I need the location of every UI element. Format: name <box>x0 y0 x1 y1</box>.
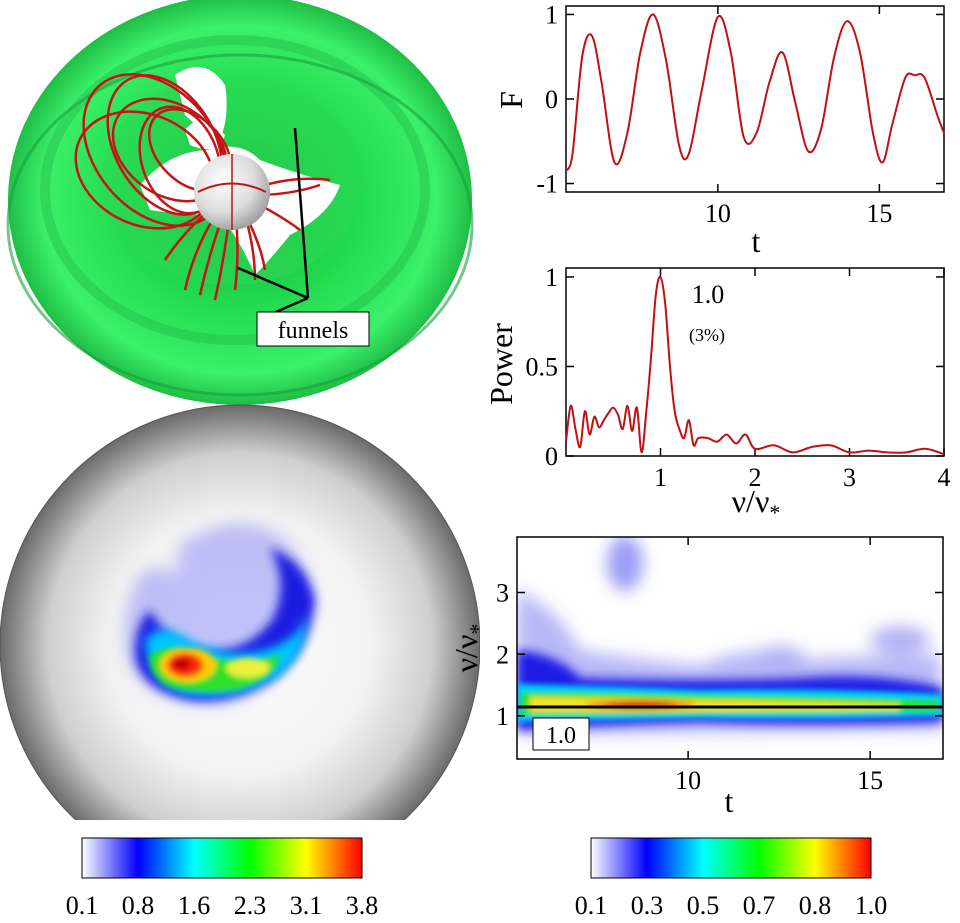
wavelet-ytick-label: 2 <box>496 640 509 669</box>
wavelet-xlabel: t <box>725 783 734 819</box>
wavelet-ytick-label: 1 <box>496 702 509 731</box>
disk-render: funnels <box>6 0 474 405</box>
colorbar-right <box>590 837 872 879</box>
colorbar-tick-label: 1.6 <box>178 891 211 920</box>
peak-percent-label: (3%) <box>689 325 725 346</box>
colorbar-tick-label: 0.1 <box>575 891 608 920</box>
colorbar-tick-label: 3.8 <box>346 891 379 920</box>
flux-ylabel: F <box>493 91 529 109</box>
colorbar-tick-label: 0.8 <box>122 891 155 920</box>
flux-xtick-label: 15 <box>866 199 892 228</box>
flux-ytick-label: 0 <box>545 85 558 114</box>
flux-ytick-label: 1 <box>545 1 558 30</box>
colorbar-tick-label: 0.1 <box>66 891 99 920</box>
power-xtick-label: 1 <box>654 463 667 492</box>
flux-xtick-label: 10 <box>705 199 731 228</box>
power-xtick-label: 2 <box>749 463 762 492</box>
power-plot-area <box>565 267 945 457</box>
wavelet-xtick-label: 10 <box>675 766 701 795</box>
flux-ytick-label: -1 <box>536 170 558 199</box>
flux-series-line <box>565 13 945 172</box>
colorbar-left <box>81 837 363 879</box>
colorbar-tick-label: 3.1 <box>290 891 323 920</box>
ridge-value-label: 1.0 <box>546 723 576 749</box>
colorbar-tick-label: 2.3 <box>234 891 267 920</box>
power-ytick-label: 1 <box>545 263 558 292</box>
power-ytick-label: 0 <box>545 442 558 471</box>
hotspot-render <box>0 404 480 820</box>
wavelet-ytick-label: 3 <box>496 579 509 608</box>
wavelet-heatmap <box>517 537 943 735</box>
power-xtick-label: 4 <box>938 463 951 492</box>
ridge-value-box <box>532 717 590 751</box>
flux-chart: t F 10 15 -1 0 1 <box>493 1 945 259</box>
flux-plot-area <box>565 5 945 193</box>
colorbar-tick-label: 0.7 <box>743 891 776 920</box>
power-ytick-label: 0.5 <box>526 353 559 382</box>
power-ylabel: Power <box>483 323 519 405</box>
funnels-label: funnels <box>278 318 349 344</box>
power-chart: Power ν/ν* 1.0 (3%) 1 2 3 400.51 <box>483 263 951 525</box>
flux-xlabel: t <box>752 223 761 259</box>
power-xtick-label: 3 <box>843 463 856 492</box>
colorbar-tick-label: 0.8 <box>799 891 832 920</box>
colorbar-tick-label: 0.5 <box>687 891 720 920</box>
power-series-line <box>565 275 945 456</box>
colorbar-tick-label: 0.3 <box>631 891 664 920</box>
wavelet-xtick-label: 15 <box>857 766 883 795</box>
colorbar-tick-label: 1.0 <box>855 891 888 920</box>
peak-value-label: 1.0 <box>692 280 725 309</box>
